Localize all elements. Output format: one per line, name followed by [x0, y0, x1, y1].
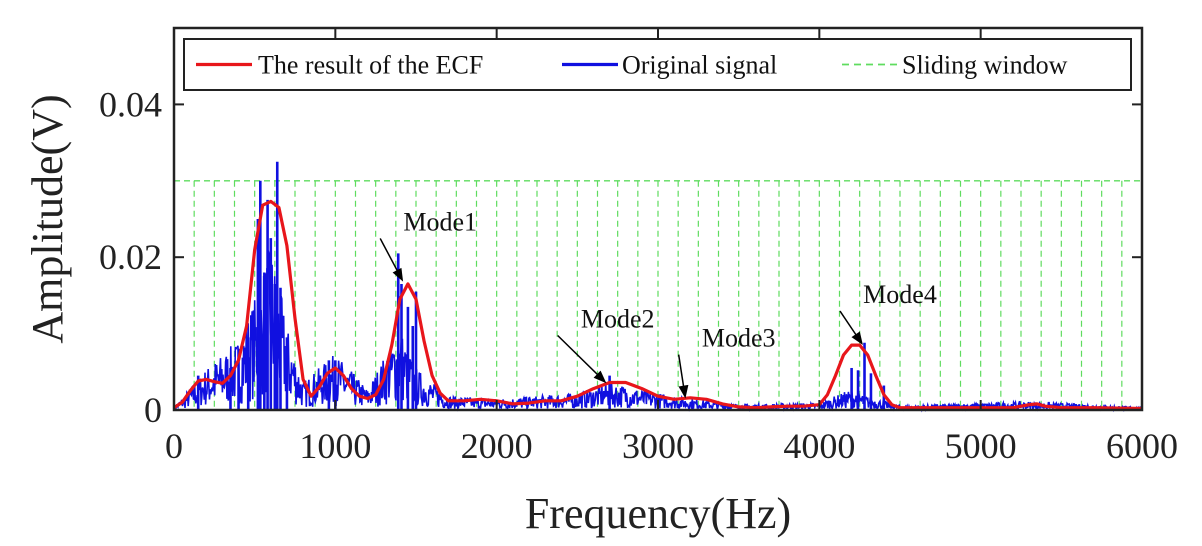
y-axis-label: Amplitude(V): [23, 94, 72, 343]
annotation-arrow-line: [557, 334, 605, 381]
annotation-arrow-head: [392, 267, 404, 282]
x-tick-label: 5000: [945, 426, 1017, 466]
ecf-result-group: [173, 199, 1143, 411]
legend-label: Sliding window: [902, 51, 1068, 80]
y-tick-label: 0.02: [99, 237, 162, 277]
annotation-label: Mode4: [863, 280, 937, 309]
mode-annotation: Mode3: [677, 324, 776, 399]
legend-label: The result of the ECF: [258, 51, 483, 80]
ecf-result-line: [173, 199, 1143, 411]
annotation-label: Mode1: [403, 207, 477, 236]
annotations-group: Mode1 Mode2 Mode3 Mode4: [379, 207, 937, 399]
x-tick-label: 4000: [783, 426, 855, 466]
x-tick-label: 6000: [1106, 426, 1178, 466]
annotation-arrow-head: [593, 370, 607, 384]
annotation-label: Mode2: [581, 304, 655, 333]
y-tick-label: 0.04: [99, 84, 162, 124]
annotation-arrow-head: [851, 331, 863, 346]
mode-annotation: Mode4: [839, 280, 937, 346]
legend-label: Original signal: [622, 51, 777, 80]
x-axis-label: Frequency(Hz): [525, 489, 791, 538]
x-tick-label: 0: [165, 426, 183, 466]
mode-annotation: Mode1: [379, 207, 477, 282]
annotation-label: Mode3: [702, 324, 776, 353]
mode-annotation: Mode2: [557, 304, 655, 384]
sliding-window-group: [173, 180, 1143, 410]
x-tick-label: 1000: [299, 426, 371, 466]
annotation-arrow-head: [678, 384, 689, 399]
legend: The result of the ECF Original signal Slid…: [183, 38, 1132, 91]
ticks-group: 0 1000 2000 3000 4000 5000 6000 0 0.02 0.04: [99, 28, 1178, 466]
y-tick-label: 0: [144, 390, 162, 430]
x-tick-label: 2000: [461, 426, 533, 466]
legend-box: [183, 38, 1132, 91]
x-tick-label: 3000: [622, 426, 694, 466]
